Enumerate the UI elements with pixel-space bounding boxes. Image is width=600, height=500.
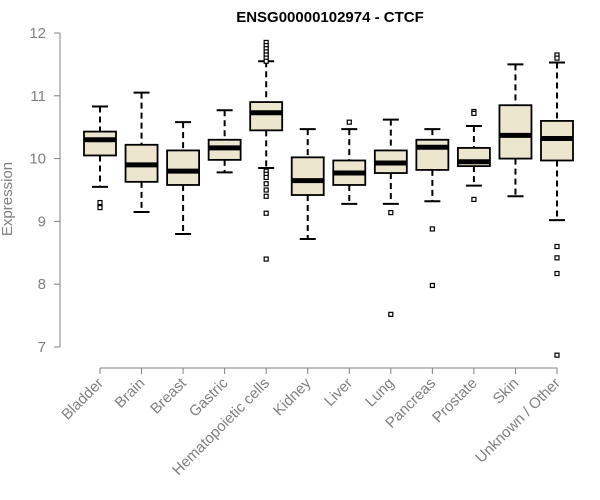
outlier-point (97, 199, 103, 206)
outlier-point (554, 255, 560, 261)
outlier-point (554, 352, 560, 358)
outlier-point (388, 311, 394, 317)
x-tick-label: Breast (147, 374, 190, 417)
y-tick-label: 9 (38, 213, 46, 230)
outlier-point (346, 119, 352, 125)
x-tick-label: Lung (362, 375, 398, 411)
x-tick-label: Prostate (429, 375, 481, 427)
outlier-point (263, 210, 269, 216)
box-group (83, 105, 117, 211)
box-iqr (83, 130, 117, 157)
y-tick-label: 10 (29, 151, 46, 168)
box-iqr (498, 104, 533, 160)
boxes (83, 39, 574, 358)
outlier-point (263, 193, 269, 199)
outlier-point (554, 243, 560, 250)
outlier-point (388, 210, 394, 216)
box-group (166, 121, 200, 235)
outlier-point (471, 110, 477, 116)
outlier-point (263, 187, 269, 193)
outlier-point (429, 226, 435, 232)
outlier-point (429, 282, 435, 289)
box-iqr (415, 138, 450, 171)
box-group (415, 128, 450, 289)
outlier-point (97, 204, 103, 211)
outlier-point (471, 196, 477, 203)
box-group (249, 39, 284, 262)
x-tick-label: Skin (490, 375, 523, 408)
box-group (498, 63, 533, 198)
x-tick-label: Bladder (58, 375, 107, 424)
box-group (207, 109, 242, 174)
y-tick-label: 8 (38, 276, 46, 293)
box-group (457, 108, 491, 203)
box-iqr (249, 101, 284, 132)
outlier-point (263, 174, 269, 181)
y-axis-label: Expression (0, 162, 16, 236)
box-group (373, 118, 408, 317)
chart-title: ENSG00000102974 - CTCF (236, 9, 424, 26)
box-group (124, 91, 159, 213)
x-tick-label: Kidney (270, 374, 315, 419)
outlier-point (263, 256, 269, 262)
y-tick-label: 7 (38, 339, 46, 356)
box-group (290, 128, 325, 240)
x-tick-label: Liver (321, 375, 356, 410)
box-iqr (290, 156, 325, 196)
box-iqr (166, 149, 200, 186)
y-tick-label: 12 (29, 25, 46, 42)
outlier-point (263, 181, 269, 187)
box-group (332, 119, 367, 205)
y-tick-label: 11 (30, 88, 46, 105)
outlier-point (554, 55, 560, 61)
box-group (540, 52, 574, 358)
outlier-point (554, 270, 560, 277)
outlier-point (263, 58, 269, 64)
x-tick-label: Brain (112, 375, 149, 412)
